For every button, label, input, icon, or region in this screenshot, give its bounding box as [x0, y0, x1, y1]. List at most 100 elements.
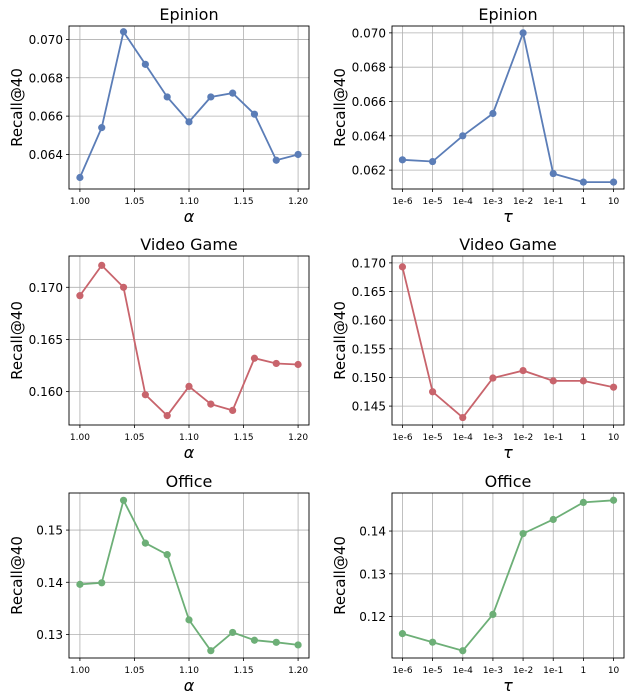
y-tick-label: 0.12 [359, 610, 386, 624]
x-tick-label: 1e-5 [422, 433, 442, 443]
y-axis-label: Recall@40 [331, 536, 349, 615]
data-point [459, 132, 467, 140]
x-tick-label: 1.15 [234, 666, 254, 676]
x-tick-label: 1e-5 [422, 666, 442, 676]
y-axis-label: Recall@40 [8, 301, 26, 380]
chart-panel-6: 1e-6 1e-5 1e-4 1e-3 1e-2 1e-1 1 10 0.12 0.13 0.14 O… [331, 472, 625, 691]
x-tick-label: 1e-1 [543, 197, 563, 207]
y-tick-label: 0.14 [359, 525, 386, 539]
y-tick-label: 0.13 [36, 628, 63, 642]
data-point [549, 169, 557, 178]
data-point [141, 391, 149, 399]
y-tick-label: 0.068 [29, 71, 63, 85]
data-point [579, 498, 588, 507]
data-point [98, 124, 106, 132]
data-point [119, 496, 128, 504]
x-axis-label: τ [503, 207, 513, 226]
x-tick-label: 1e-4 [453, 666, 474, 676]
y-tick-label: 0.160 [29, 385, 63, 399]
y-axis-label: Recall@40 [8, 536, 26, 615]
series-line [401, 266, 614, 419]
x-tick-label: 1e-2 [513, 433, 533, 443]
data-point [429, 638, 437, 646]
data-point [163, 412, 171, 420]
chart-title: Office [166, 472, 213, 491]
data-point [429, 388, 437, 396]
data-point [459, 413, 467, 422]
data-point [549, 377, 557, 385]
x-tick-label: 1e-1 [543, 666, 563, 676]
plot-frame [68, 255, 310, 426]
x-tick-label: 1e-4 [453, 433, 474, 443]
x-tick-label: 1e-3 [483, 197, 503, 207]
y-tick-label: 0.066 [29, 110, 63, 124]
data-point [294, 360, 302, 369]
x-tick-label: 1.00 [70, 433, 90, 443]
x-axis-label: τ [503, 676, 513, 691]
chart-title: Epinion [159, 5, 218, 24]
plot-frame [391, 255, 625, 426]
data-point [459, 647, 467, 655]
data-point [207, 93, 215, 101]
data-point [250, 354, 259, 362]
plot-frame [391, 25, 625, 190]
x-tick-label: 1.10 [179, 197, 199, 207]
y-tick-label: 0.064 [29, 148, 63, 162]
y-tick-label: 0.064 [352, 129, 386, 143]
data-point [185, 118, 193, 126]
x-axis-label: τ [503, 443, 513, 462]
data-point [579, 178, 588, 186]
plot-frame [391, 492, 625, 659]
y-tick-label: 0.068 [352, 61, 386, 75]
data-point [519, 530, 527, 538]
y-tick-label: 0.165 [29, 333, 63, 347]
x-tick-label: 1e-1 [543, 433, 563, 443]
x-axis-label: α [184, 443, 195, 462]
x-tick-label: 1 [581, 433, 587, 443]
x-tick-label: 1.20 [288, 197, 308, 207]
data-point [76, 173, 84, 182]
data-point [489, 610, 497, 618]
data-point [98, 261, 106, 269]
data-point [229, 628, 237, 637]
series-line [402, 499, 614, 652]
y-tick-label: 0.070 [29, 33, 63, 47]
data-point [119, 28, 128, 36]
chart-panel-2: 1e-6 1e-5 1e-4 1e-3 1e-2 1e-1 1 10 0.062 0.064 0.0… [331, 5, 625, 226]
x-tick-label: 1.10 [179, 433, 199, 443]
data-point [519, 29, 527, 37]
data-point [185, 616, 193, 624]
data-point [272, 156, 280, 164]
x-tick-label: 1 [581, 666, 587, 676]
y-tick-label: 0.066 [352, 95, 386, 109]
data-point [489, 374, 497, 382]
chart-title: Office [485, 472, 532, 491]
data-point [579, 377, 588, 385]
x-tick-label: 1.20 [288, 433, 308, 443]
y-tick-label: 0.145 [352, 400, 386, 414]
data-point [119, 283, 128, 291]
data-point [163, 551, 171, 559]
chart-panel-4: 1e-6 1e-5 1e-4 1e-3 1e-2 1e-1 1 10 0.145 0.150 0.1… [331, 235, 625, 462]
data-point [141, 60, 149, 68]
y-axis-label: Recall@40 [331, 301, 349, 380]
data-point [398, 156, 407, 164]
series-line [402, 29, 614, 184]
x-tick-label: 1.15 [234, 197, 254, 207]
chart-panel-1: 1.00 1.05 1.10 1.15 1.20 0.064 0.066 0.068 0.070… [8, 5, 310, 226]
x-tick-label: 1.05 [124, 197, 144, 207]
data-point [229, 406, 237, 414]
x-tick-label: 1e-3 [483, 433, 503, 443]
data-point [76, 580, 84, 588]
chart-title: Epinion [478, 5, 537, 24]
y-tick-label: 0.13 [359, 567, 386, 581]
x-tick-label: 10 [608, 666, 620, 676]
data-point [294, 150, 302, 159]
x-tick-label: 1e-6 [392, 666, 413, 676]
x-tick-label: 1.10 [179, 666, 199, 676]
chart-title: Video Game [459, 235, 557, 254]
data-point [250, 636, 259, 644]
data-point [163, 93, 171, 101]
y-axis-label: Recall@40 [331, 68, 349, 147]
